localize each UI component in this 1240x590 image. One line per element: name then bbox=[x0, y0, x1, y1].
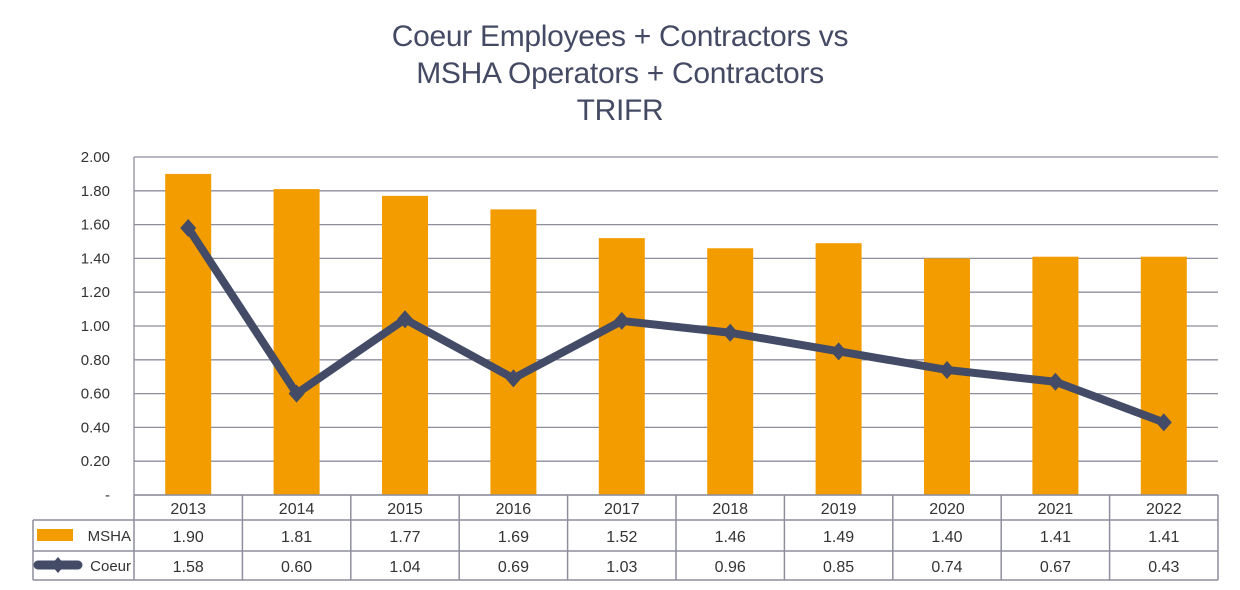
legend-coeur-label: Coeur bbox=[90, 558, 131, 575]
table-coeur-value: 0.96 bbox=[715, 559, 746, 576]
y-tick-label: 1.80 bbox=[81, 183, 110, 200]
chart-title: Coeur Employees + Contractors vs MSHA Op… bbox=[0, 18, 1240, 129]
table-msha-value: 1.77 bbox=[389, 529, 420, 546]
marker-coeur-2013 bbox=[180, 218, 197, 237]
y-tick-label: - bbox=[105, 487, 110, 504]
table-coeur-value: 0.69 bbox=[498, 559, 529, 576]
table-year-2016: 2016 bbox=[496, 501, 532, 518]
table-year-2021: 2021 bbox=[1038, 501, 1074, 518]
table-msha-value: 1.41 bbox=[1040, 529, 1071, 546]
table-year-2017: 2017 bbox=[604, 501, 640, 518]
legend-coeur-marker bbox=[51, 557, 65, 573]
bar-msha-2019 bbox=[815, 243, 862, 495]
bar-msha-2016 bbox=[490, 209, 537, 495]
table-msha-value: 1.46 bbox=[715, 529, 746, 546]
marker-coeur-2016 bbox=[505, 369, 522, 388]
table-year-2013: 2013 bbox=[170, 501, 206, 518]
marker-coeur-2022 bbox=[1155, 413, 1172, 432]
table-year-2014: 2014 bbox=[279, 501, 315, 518]
table-year-2019: 2019 bbox=[821, 501, 857, 518]
table-coeur-value: 1.58 bbox=[173, 559, 204, 576]
table-coeur-value: 0.60 bbox=[281, 559, 312, 576]
table-msha-value: 1.90 bbox=[173, 529, 204, 546]
y-tick-label: 0.40 bbox=[81, 419, 110, 436]
table-msha-value: 1.41 bbox=[1148, 529, 1179, 546]
bar-msha-2022 bbox=[1140, 256, 1187, 495]
table-msha-value: 1.69 bbox=[498, 529, 529, 546]
table-year-2015: 2015 bbox=[387, 501, 423, 518]
marker-coeur-2021 bbox=[1047, 372, 1064, 391]
table-coeur-value: 0.67 bbox=[1040, 559, 1071, 576]
table-coeur-value: 0.74 bbox=[931, 559, 962, 576]
marker-coeur-2015 bbox=[397, 310, 413, 329]
table-year-2018: 2018 bbox=[712, 501, 748, 518]
y-tick-label: 1.20 bbox=[81, 284, 110, 301]
legend-msha-swatch bbox=[37, 529, 73, 541]
title-line-3: TRIFR bbox=[576, 94, 664, 127]
table-msha-value: 1.49 bbox=[823, 529, 854, 546]
marker-coeur-2020 bbox=[939, 360, 955, 379]
table-msha-value: 1.40 bbox=[931, 529, 962, 546]
table-year-2020: 2020 bbox=[929, 501, 965, 518]
marker-coeur-2018 bbox=[722, 323, 739, 342]
bar-msha-2015 bbox=[382, 195, 428, 495]
table-coeur-value: 0.43 bbox=[1148, 559, 1179, 576]
marker-coeur-2014 bbox=[288, 384, 305, 403]
title-line-1: Coeur Employees + Contractors vs bbox=[391, 20, 849, 53]
y-tick-label: 1.60 bbox=[81, 217, 110, 234]
y-tick-label: 1.40 bbox=[81, 250, 110, 267]
table-coeur-value: 0.85 bbox=[823, 559, 854, 576]
y-tick-label: 0.60 bbox=[81, 386, 110, 403]
y-tick-label: 2.00 bbox=[81, 149, 110, 166]
table-coeur-value: 1.03 bbox=[606, 559, 637, 576]
y-tick-label: 0.20 bbox=[81, 453, 110, 470]
bar-msha-2014 bbox=[273, 189, 320, 496]
y-tick-label: 1.00 bbox=[81, 318, 110, 335]
title-line-2: MSHA Operators + Contractors bbox=[416, 57, 824, 90]
table-msha-value: 1.52 bbox=[606, 529, 637, 546]
bar-msha-2017 bbox=[598, 238, 645, 495]
table-msha-value: 1.81 bbox=[281, 529, 312, 546]
marker-coeur-2017 bbox=[613, 311, 630, 330]
table-year-2022: 2022 bbox=[1146, 501, 1182, 518]
legend-msha-label: MSHA bbox=[88, 528, 131, 545]
marker-coeur-2019 bbox=[830, 342, 847, 361]
bar-msha-2018 bbox=[707, 248, 754, 495]
y-tick-label: 0.80 bbox=[81, 352, 110, 369]
line-coeur bbox=[184, 225, 1166, 427]
table-coeur-value: 1.04 bbox=[389, 559, 420, 576]
